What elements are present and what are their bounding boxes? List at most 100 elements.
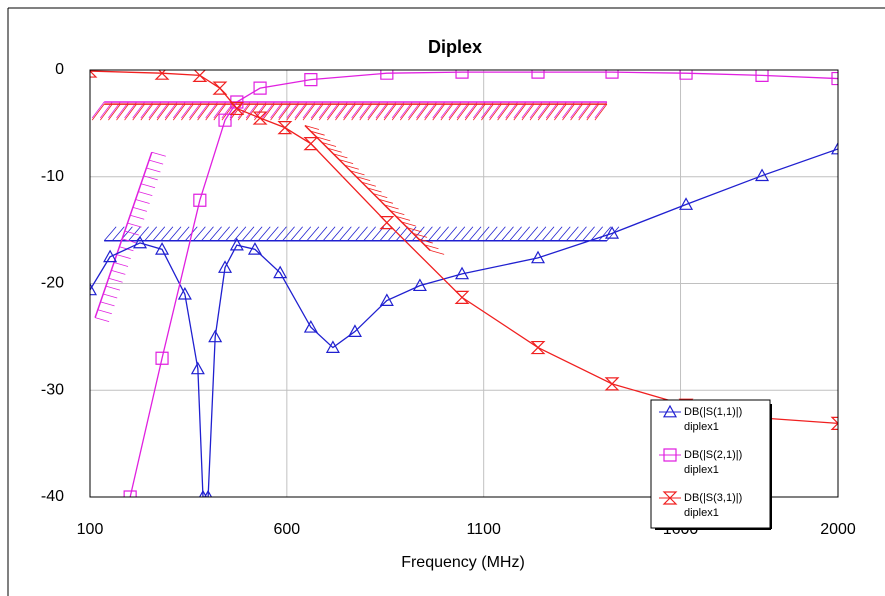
series-line [129, 71, 838, 497]
marker [325, 340, 340, 353]
y-tick-label: -20 [41, 275, 64, 292]
goal-hatch [436, 226, 449, 242]
goal-hatch [489, 103, 502, 121]
goal-hatch [570, 103, 583, 121]
y-tick-label: -10 [41, 168, 64, 185]
marker [379, 293, 394, 306]
marker [218, 260, 233, 273]
goal-hatch [322, 226, 336, 242]
marker [123, 490, 137, 497]
goal-hatch [135, 199, 150, 204]
goal-hatch [176, 226, 190, 242]
goal-hatch [103, 293, 118, 299]
goal-hatch [347, 226, 360, 242]
marker [190, 361, 205, 375]
goal-hatch [122, 238, 137, 244]
goal-hatch [330, 226, 344, 242]
goal-hatch [266, 226, 279, 242]
marker [177, 286, 192, 300]
marker [204, 489, 213, 497]
goal-hatch [91, 101, 105, 119]
goal-hatch [476, 226, 490, 242]
marker [303, 137, 319, 151]
goal-hatch [399, 103, 413, 121]
goal-hatch [237, 103, 251, 121]
goal-hatch [205, 103, 219, 121]
marker [208, 329, 223, 343]
goal-hatch [130, 214, 145, 220]
goal-hatch [274, 226, 287, 242]
goal-hatch [148, 103, 162, 121]
goal-hatch [513, 103, 527, 121]
goal-hatch [481, 103, 494, 121]
marker [155, 242, 170, 255]
goal-hatch [189, 103, 202, 121]
goal-hatch [327, 147, 342, 153]
goal-hatch [314, 226, 328, 242]
legend-label: DB(|S(1,1)|) [684, 406, 742, 418]
goal-hatch [262, 103, 275, 121]
goal-hatch [545, 103, 559, 121]
goal-hatch [501, 226, 514, 242]
x-tick-label: 1100 [466, 521, 501, 538]
goal-hatch [578, 103, 592, 121]
x-tick-label: 600 [273, 521, 300, 538]
marker [252, 111, 268, 125]
marker [754, 168, 770, 182]
y-tick-label: -30 [41, 381, 64, 398]
goal-hatch [350, 170, 365, 176]
legend-sublabel: diplex1 [684, 421, 719, 433]
goal-hatch [99, 103, 113, 121]
goal-hatch [562, 103, 575, 121]
goal-hatch [456, 103, 470, 121]
marker [198, 489, 208, 497]
goal-hatch [383, 103, 397, 121]
goal-hatch [505, 103, 519, 121]
marker [192, 70, 208, 82]
goal-hatch [497, 103, 510, 121]
goal-hatch [225, 226, 239, 242]
x-tick-label: 2000 [820, 521, 856, 538]
marker [347, 324, 362, 337]
goal-hatch [116, 254, 131, 260]
goal-hatch [316, 136, 331, 142]
goal-hatch [306, 226, 320, 242]
marker [830, 141, 838, 155]
goal-hatch [403, 226, 417, 242]
goal-hatch [318, 103, 332, 121]
goal-hatch [574, 226, 587, 242]
goal-hatch [468, 226, 482, 242]
goal-hatch [144, 226, 158, 242]
marker [454, 290, 470, 304]
goal-hatch [418, 238, 433, 244]
goal-hatch [140, 103, 154, 121]
goal-hatch [428, 226, 441, 242]
goal-hatch [111, 226, 125, 242]
goal-hatch [384, 204, 399, 210]
goal-hatch [586, 103, 600, 121]
marker [132, 235, 148, 249]
goal-hatch [132, 206, 148, 212]
legend-label: DB(|S(2,1)|) [684, 449, 742, 461]
marker [604, 377, 620, 391]
goal-hatch [217, 226, 230, 242]
goal-hatch [594, 103, 608, 121]
goal-hatch [168, 226, 182, 242]
goal-hatch [521, 103, 535, 121]
goal-hatch [221, 103, 235, 121]
goal-hatch [100, 301, 115, 307]
goal-hatch [143, 175, 158, 181]
goal-hatch [160, 226, 174, 242]
marker [662, 404, 678, 418]
marker [90, 70, 98, 78]
goal-hatch [557, 226, 571, 242]
marker [303, 320, 318, 333]
goal-hatch [197, 103, 210, 121]
goal-hatch [424, 244, 439, 250]
marker [229, 101, 245, 116]
goal-hatch [529, 103, 543, 121]
goal-hatch [105, 285, 121, 291]
goal-hatch [111, 270, 126, 275]
marker [755, 70, 769, 82]
